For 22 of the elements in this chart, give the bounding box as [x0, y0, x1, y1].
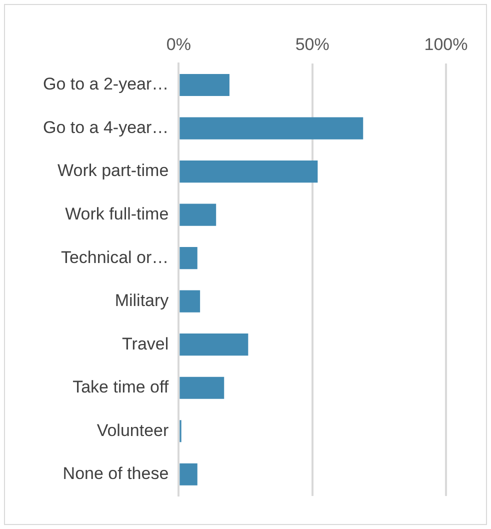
- x-tick-label: 0%: [166, 34, 191, 54]
- bar: [180, 376, 224, 399]
- y-tick-label: Work part-time: [58, 161, 169, 180]
- y-tick-label: Go to a 2-year…: [42, 74, 169, 94]
- y-tick-label: Take time off: [72, 378, 169, 397]
- y-tick-label: Volunteer: [96, 420, 169, 440]
- bar: [180, 247, 198, 270]
- y-tick-label: None of these: [62, 464, 169, 484]
- y-tick-label: Travel: [122, 334, 169, 354]
- x-tick-label: 100%: [424, 34, 468, 54]
- bar: [180, 74, 230, 96]
- y-tick-label: Military: [114, 291, 170, 310]
- bar: [180, 334, 248, 356]
- bar: [180, 204, 216, 226]
- bar: [180, 290, 200, 312]
- x-tick-label: 50%: [295, 34, 330, 54]
- y-tick-label: Technical or…: [60, 248, 169, 267]
- y-tick-label: Work full-time: [65, 204, 169, 224]
- bar: [180, 160, 318, 183]
- bar: [180, 463, 198, 486]
- bar: [180, 117, 364, 140]
- y-tick-label: Go to a 4-year…: [42, 118, 169, 137]
